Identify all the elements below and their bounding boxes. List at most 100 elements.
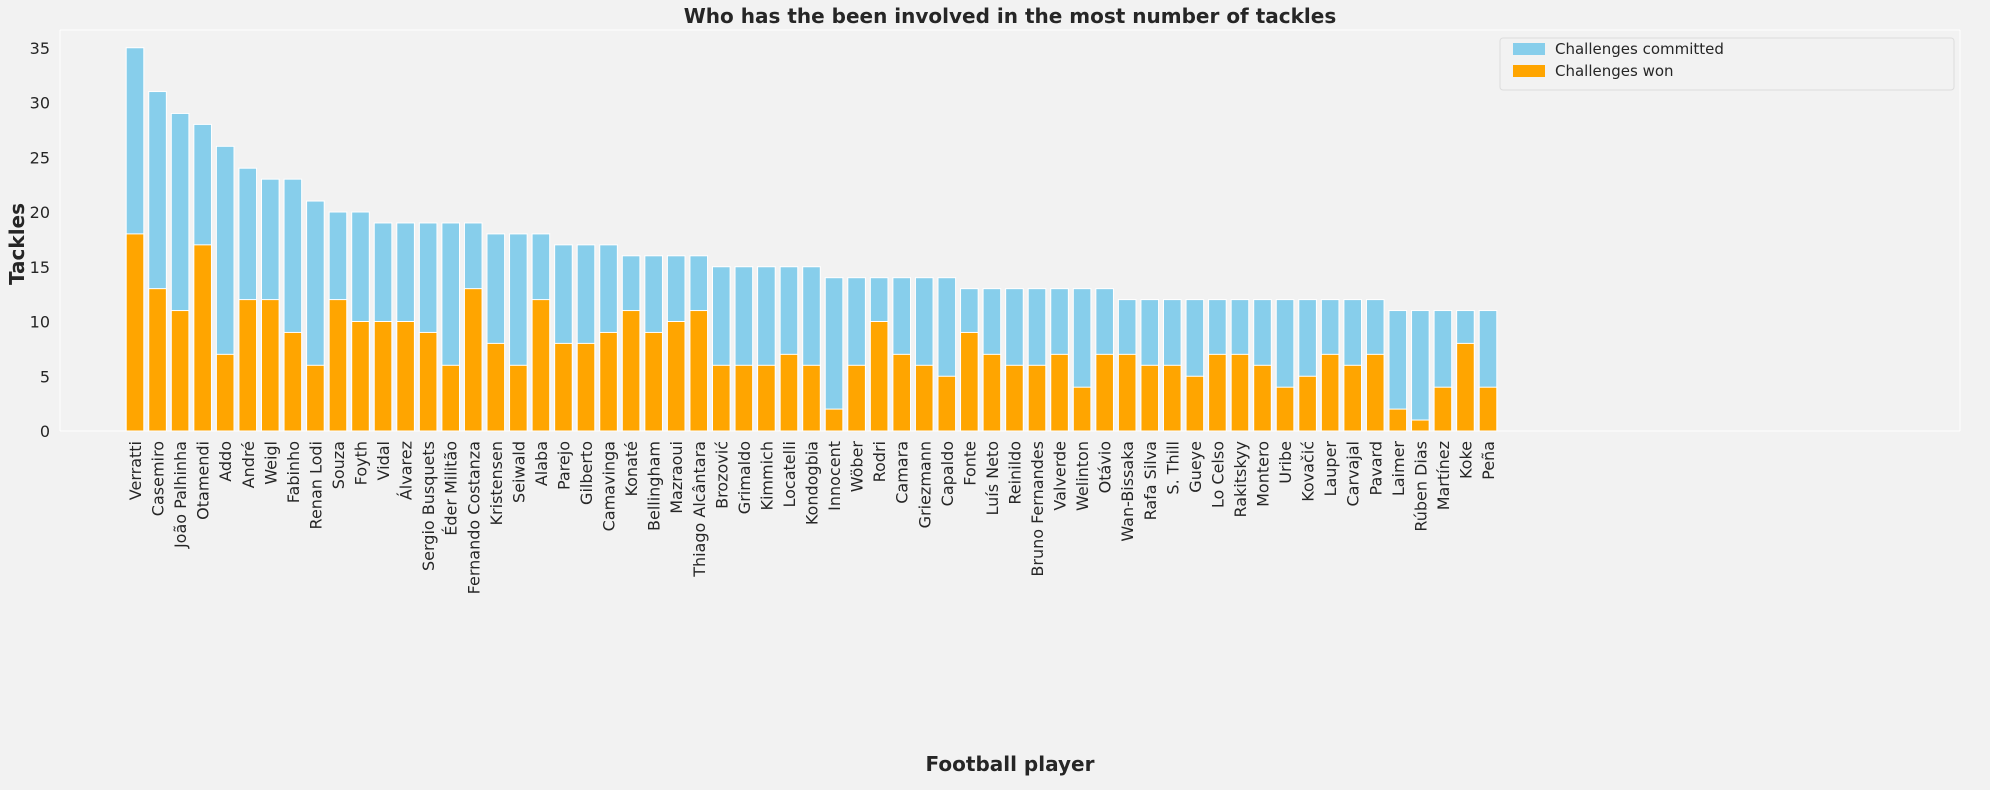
bar-won-fabinho bbox=[283, 331, 303, 432]
bar-won-konate bbox=[621, 310, 641, 432]
bar-won-innocent bbox=[824, 408, 844, 432]
bar-won-koke bbox=[1456, 342, 1475, 432]
x-tick-label-gueye: Gueye bbox=[1186, 441, 1205, 493]
bar-won-joao-palhinha bbox=[170, 310, 190, 432]
bar-won-vidal bbox=[373, 321, 393, 432]
x-tick-label-otavio: Otávio bbox=[1096, 441, 1115, 493]
bar-won-carvajal bbox=[1343, 364, 1363, 432]
bar-won-valverde bbox=[1050, 353, 1069, 432]
x-tick-label-luis-neto: Luís Neto bbox=[983, 441, 1002, 516]
x-tick-label-souza: Souza bbox=[329, 441, 348, 489]
bar-won-rodri bbox=[869, 321, 889, 432]
series-challenges-won bbox=[125, 233, 1498, 432]
bar-won-verratti bbox=[125, 233, 145, 432]
x-tick-label-renan-lodi: Renan Lodi bbox=[306, 441, 325, 529]
x-tick-label-pavard: Pavard bbox=[1366, 441, 1385, 495]
x-tick-label-mazraoui: Mazraoui bbox=[667, 441, 686, 514]
bar-won-gilberto bbox=[576, 342, 596, 432]
x-tick-label-bellingham: Bellingham bbox=[645, 441, 664, 531]
x-tick-label-ruben-dias: Rúben Dias bbox=[1411, 441, 1430, 532]
x-tick-label-s-thill: S. Thill bbox=[1163, 441, 1182, 495]
x-tick-label-weigl: Weigl bbox=[261, 441, 280, 485]
bar-won-luis-neto bbox=[982, 353, 1002, 432]
x-tick-label-thiago-alcantara: Thiago Alcântara bbox=[690, 441, 709, 578]
x-tick-label-camara: Camara bbox=[893, 441, 912, 504]
bar-won-ruben-dias bbox=[1411, 419, 1430, 432]
y-tick-label-10: 10 bbox=[30, 313, 50, 332]
x-tick-label-bruno-fernandes: Bruno Fernandes bbox=[1028, 441, 1047, 577]
bar-won-lauper bbox=[1320, 353, 1340, 432]
x-tick-label-gilberto: Gilberto bbox=[577, 441, 596, 505]
bar-won-uribe bbox=[1275, 386, 1295, 432]
bar-won-welinton bbox=[1072, 386, 1092, 432]
x-tick-label-locatelli: Locatelli bbox=[780, 441, 799, 507]
x-tick-label-verratti: Verratti bbox=[126, 441, 145, 500]
bar-won-wober bbox=[847, 364, 866, 432]
x-tick-label-eder-militao: Éder Militão bbox=[442, 441, 461, 536]
bar-won-casemiro bbox=[148, 288, 167, 432]
bar-won-montero bbox=[1253, 364, 1272, 432]
bar-won-renan-lodi bbox=[306, 364, 325, 432]
bar-committed-ruben-dias bbox=[1411, 310, 1430, 432]
bar-won-alvarez bbox=[396, 321, 415, 432]
x-tick-label-sergio-busquets: Sergio Busquets bbox=[419, 441, 438, 571]
x-tick-label-innocent: Innocent bbox=[825, 441, 844, 511]
y-axis-ticks: 0 5 10 15 20 25 30 35 bbox=[30, 39, 50, 441]
bar-won-kimmich bbox=[757, 364, 776, 432]
legend-label-challenges-committed: Challenges committed bbox=[1555, 40, 1724, 58]
x-tick-label-kondogbia: Kondogbia bbox=[803, 441, 822, 525]
x-axis-label: Football player bbox=[926, 752, 1095, 776]
x-tick-label-fonte: Fonte bbox=[960, 441, 979, 486]
x-tick-label-wober: Wöber bbox=[848, 441, 867, 493]
x-tick-label-parejo: Parejo bbox=[554, 441, 573, 490]
bar-won-brozovic bbox=[712, 364, 731, 432]
x-tick-label-brozovic: Brozović bbox=[712, 441, 731, 509]
bar-won-s-thill bbox=[1163, 364, 1182, 432]
x-tick-label-fabinho: Fabinho bbox=[284, 441, 303, 503]
bar-won-otavio bbox=[1095, 353, 1114, 432]
x-tick-label-pena: Peña bbox=[1479, 441, 1498, 480]
x-tick-label-koke: Koke bbox=[1456, 441, 1475, 479]
bar-won-fonte bbox=[960, 331, 979, 432]
bar-won-kovacic bbox=[1298, 375, 1317, 432]
x-tick-label-kristensen: Kristensen bbox=[487, 441, 506, 525]
x-tick-label-casemiro: Casemiro bbox=[149, 441, 168, 516]
bar-won-capaldo bbox=[937, 375, 957, 432]
y-tick-label-25: 25 bbox=[30, 148, 50, 167]
x-tick-label-wan-bissaka: Wan-Bissaka bbox=[1118, 441, 1137, 542]
x-tick-label-valverde: Valverde bbox=[1051, 441, 1070, 511]
x-tick-label-camavinga: Camavinga bbox=[600, 441, 619, 531]
x-tick-label-capaldo: Capaldo bbox=[938, 441, 957, 506]
x-tick-label-carvajal: Carvajal bbox=[1344, 441, 1363, 507]
bar-won-sergio-busquets bbox=[418, 331, 438, 432]
legend-frame bbox=[1499, 37, 1955, 91]
bar-won-addo bbox=[215, 353, 235, 432]
x-tick-label-foyth: Foyth bbox=[352, 441, 371, 485]
chart-title: Who has the been involved in the most nu… bbox=[684, 4, 1337, 28]
x-tick-label-otamendi: Otamendi bbox=[194, 441, 213, 520]
x-tick-label-kovacic: Kovačić bbox=[1299, 441, 1318, 502]
x-tick-label-lo-celso: Lo Celso bbox=[1208, 441, 1227, 508]
x-tick-label-alaba: Alaba bbox=[532, 441, 551, 486]
bar-won-martinez bbox=[1433, 386, 1453, 432]
x-tick-label-kimmich: Kimmich bbox=[757, 441, 776, 511]
bar-won-rafa-silva bbox=[1140, 364, 1160, 432]
bar-committed-innocent bbox=[824, 277, 844, 432]
x-tick-label-uribe: Uribe bbox=[1276, 441, 1295, 484]
bar-won-rakitskyy bbox=[1230, 353, 1250, 432]
bar-won-mazraoui bbox=[666, 321, 686, 432]
x-tick-label-addo: Addo bbox=[216, 441, 235, 482]
y-tick-label-15: 15 bbox=[30, 258, 50, 277]
bar-won-grimaldo bbox=[734, 364, 754, 432]
x-tick-label-vidal: Vidal bbox=[374, 441, 393, 480]
x-tick-label-konate: Konaté bbox=[622, 441, 641, 497]
bar-won-thiago-alcantara bbox=[689, 310, 709, 432]
legend-swatch-challenges-committed bbox=[1513, 43, 1545, 55]
bar-won-griezmann bbox=[914, 364, 934, 432]
y-tick-label-20: 20 bbox=[30, 203, 50, 222]
bar-won-alaba bbox=[531, 299, 551, 432]
bar-won-eder-militao bbox=[441, 364, 460, 432]
x-tick-label-welinton: Welinton bbox=[1073, 441, 1092, 511]
